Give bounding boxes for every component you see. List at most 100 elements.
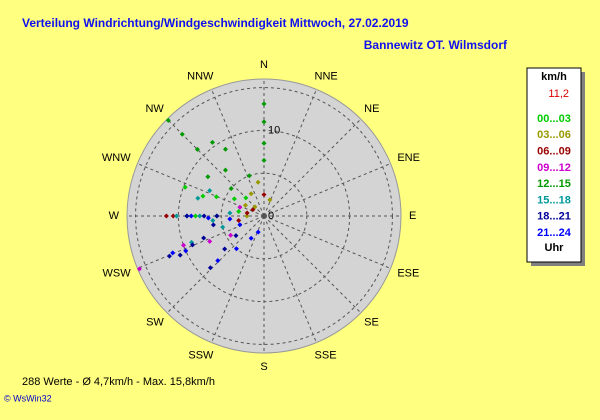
r-tick-label: 10 (268, 124, 280, 136)
data-point (248, 235, 254, 241)
legend-label: 18...21 (537, 211, 571, 223)
data-point (205, 174, 211, 180)
data-point (261, 157, 267, 163)
data-point (248, 191, 254, 197)
legend-label: 06...09 (537, 146, 571, 158)
legend-label: 03...06 (537, 129, 571, 141)
data-point (227, 216, 233, 222)
data-point (179, 131, 185, 137)
data-point (222, 167, 228, 173)
direction-label: SSW (188, 349, 214, 361)
direction-label: ENE (397, 152, 420, 164)
direction-label: WNW (102, 152, 131, 164)
r-tick-label: 0 (268, 210, 274, 222)
data-point (182, 184, 188, 190)
legend-label: 09...12 (537, 162, 571, 174)
legend-label: 15...18 (537, 194, 571, 206)
spoke (166, 215, 265, 314)
spoke (263, 215, 391, 269)
data-point (214, 213, 220, 219)
data-point (244, 213, 250, 219)
data-point (200, 193, 206, 199)
data-point (236, 209, 242, 215)
data-point (250, 207, 256, 213)
direction-label: NNW (187, 70, 214, 82)
data-point (261, 101, 267, 107)
direction-label: S (260, 361, 267, 373)
data-point (237, 222, 243, 228)
data-point (213, 194, 219, 200)
data-point (255, 229, 261, 235)
spoke (263, 215, 317, 343)
data-point (244, 210, 250, 216)
data-point (163, 213, 169, 219)
data-point (261, 140, 267, 146)
data-point (243, 195, 249, 201)
legend-title: km/h (541, 71, 567, 83)
spoke (263, 89, 317, 217)
legend-label: 21...24 (537, 227, 572, 239)
data-point (210, 222, 216, 228)
data-point (207, 238, 213, 244)
direction-label: E (409, 210, 416, 222)
data-point (201, 213, 207, 219)
data-point (228, 185, 234, 191)
spoke (263, 215, 362, 314)
data-point (207, 188, 213, 194)
spoke (263, 163, 391, 217)
legend-box (526, 67, 582, 263)
data-point (201, 235, 207, 241)
data-point (165, 117, 171, 123)
data-point (227, 210, 233, 216)
data-point (231, 196, 237, 202)
data-point (183, 248, 189, 254)
direction-label: NE (364, 103, 379, 115)
legend-label: 12...15 (537, 178, 571, 190)
current-speed: 11,2 (548, 88, 569, 100)
direction-label: NNE (315, 70, 338, 82)
direction-label: SE (364, 317, 379, 329)
data-point (136, 266, 142, 272)
data-point (181, 242, 187, 248)
data-point (255, 179, 261, 185)
data-point (194, 146, 200, 152)
data-point (233, 233, 239, 239)
direction-label: SW (146, 317, 164, 329)
data-point (236, 217, 242, 223)
data-point (190, 242, 196, 248)
data-point (246, 173, 252, 179)
data-point (177, 252, 183, 258)
data-point (188, 213, 194, 219)
direction-label: WSW (103, 268, 132, 280)
data-point (174, 213, 180, 219)
data-point (166, 253, 172, 259)
direction-label: W (109, 210, 120, 222)
data-point (261, 119, 267, 125)
direction-label: NW (145, 103, 164, 115)
data-point (193, 213, 198, 219)
data-point (220, 224, 226, 230)
spoke (211, 215, 265, 343)
data-point (207, 265, 213, 271)
legend-label: 00...03 (537, 113, 571, 125)
data-point (228, 232, 234, 238)
direction-label: SSE (315, 349, 337, 361)
data-point (205, 215, 211, 221)
data-point (237, 204, 243, 210)
data-point (209, 139, 215, 145)
data-point (233, 246, 239, 252)
data-point (184, 213, 190, 219)
spoke (137, 163, 265, 217)
data-point (210, 217, 216, 223)
direction-label: N (260, 59, 268, 71)
data-point (261, 192, 267, 198)
data-point (242, 202, 248, 208)
chart-subtitle: Bannewitz OT. Wilmsdorf (364, 38, 508, 52)
data-point (195, 195, 201, 201)
credit: © WsWin32 (4, 393, 52, 403)
data-point (197, 213, 203, 219)
data-point (170, 213, 176, 219)
data-point (222, 246, 228, 252)
data-point (222, 146, 228, 152)
